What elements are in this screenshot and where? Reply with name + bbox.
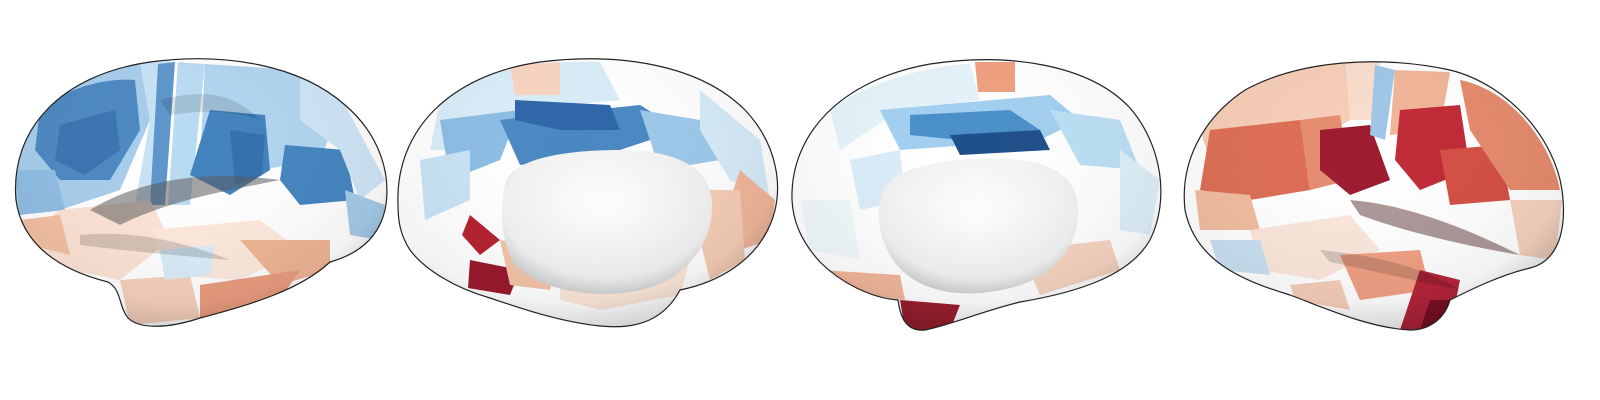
brain-view-right-medial: [791, 59, 1162, 331]
brain-view-right-lateral: [1183, 61, 1565, 331]
brain-view-left-medial: [397, 58, 779, 328]
brain-view-left-lateral: [14, 58, 388, 327]
